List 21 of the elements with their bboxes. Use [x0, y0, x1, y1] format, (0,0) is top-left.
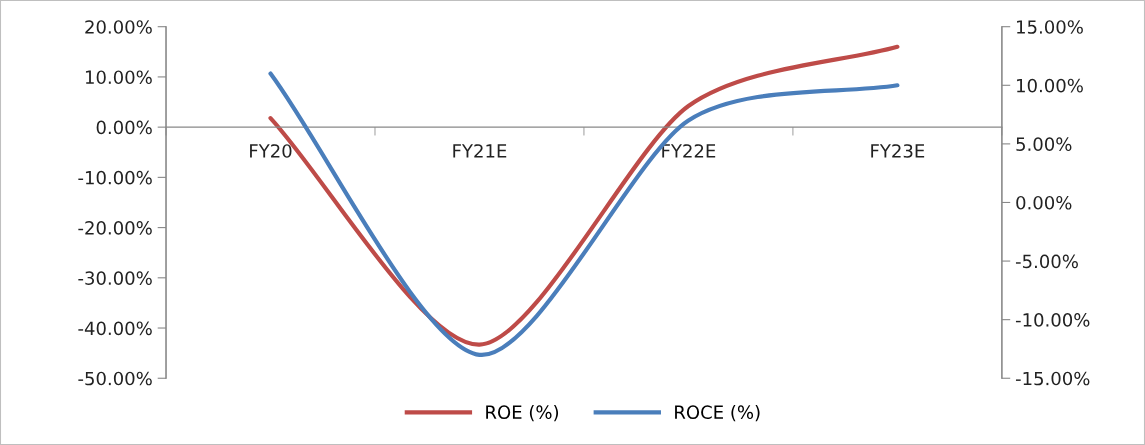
y-tick-label: 0.00%	[96, 120, 152, 135]
y2-tick-label: 0.00%	[1016, 195, 1072, 210]
y-tick-label: -10.00%	[78, 170, 152, 185]
legend-label: ROCE (%)	[675, 405, 760, 422]
y2-tick-label: 10.00%	[1017, 78, 1083, 93]
y-tick-label: 10.00%	[85, 70, 152, 85]
y-tick-label: -30.00%	[78, 271, 152, 285]
x-tick-label: FY22E	[662, 144, 716, 158]
legend-label: ROE (%)	[486, 405, 559, 422]
y-tick-label: -50.00%	[78, 371, 152, 386]
y-tick-label: -40.00%	[78, 321, 152, 336]
x-tick-label: FY23E	[871, 144, 925, 158]
y2-tick-label: 5.00%	[1016, 137, 1072, 151]
y2-tick-label: -15.00%	[1015, 371, 1090, 386]
y2-tick-label: -10.00%	[1015, 313, 1090, 327]
y2-tick-label: -5.00%	[1015, 254, 1078, 269]
y-tick-label: -20.00%	[78, 221, 152, 235]
x-tick-label: FY20	[250, 144, 292, 158]
y2-tick-label: 15.00%	[1017, 20, 1083, 34]
x-tick-label: FY21E	[453, 144, 507, 158]
y-tick-label: 20.00%	[85, 20, 152, 34]
